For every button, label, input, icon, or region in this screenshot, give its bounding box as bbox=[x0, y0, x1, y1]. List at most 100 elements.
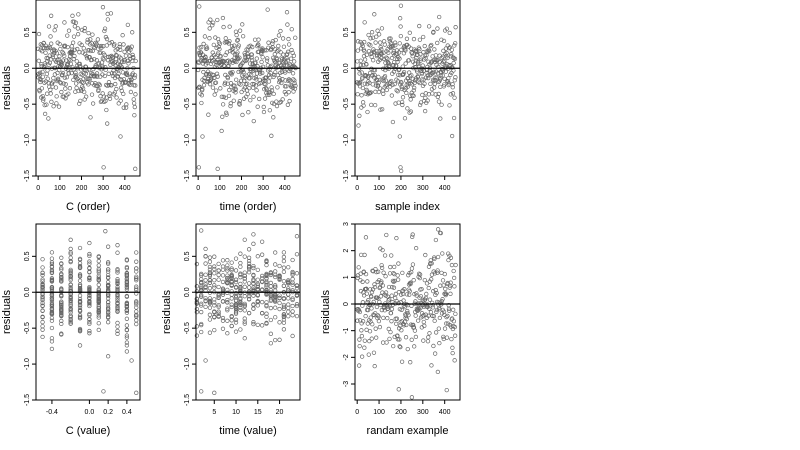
data-point bbox=[225, 273, 230, 278]
data-point bbox=[392, 334, 397, 340]
x-tick-label: 15 bbox=[254, 409, 262, 416]
data-point bbox=[432, 318, 437, 323]
data-point bbox=[414, 55, 419, 61]
data-point bbox=[194, 301, 200, 306]
y-tick-label: -2 bbox=[343, 354, 350, 360]
plot-frame bbox=[195, 223, 301, 401]
y-tick-label: -1 bbox=[343, 327, 350, 333]
data-point bbox=[421, 313, 426, 318]
data-point bbox=[225, 263, 230, 268]
data-point bbox=[444, 387, 449, 393]
data-point bbox=[391, 279, 396, 284]
data-point bbox=[242, 284, 247, 289]
data-point bbox=[435, 26, 440, 31]
data-point bbox=[397, 56, 402, 61]
data-point bbox=[422, 43, 427, 49]
data-point bbox=[399, 359, 405, 364]
data-point bbox=[283, 92, 289, 97]
data-point bbox=[360, 279, 365, 284]
data-point bbox=[290, 280, 295, 285]
data-point bbox=[225, 266, 230, 271]
data-point bbox=[444, 335, 450, 340]
data-point bbox=[390, 119, 396, 125]
data-point bbox=[237, 28, 243, 33]
data-point bbox=[92, 56, 97, 62]
data-point bbox=[216, 304, 221, 309]
data-point bbox=[360, 43, 365, 49]
data-point bbox=[229, 279, 234, 285]
data-point bbox=[124, 266, 130, 271]
data-point bbox=[274, 57, 279, 62]
data-point bbox=[68, 313, 73, 318]
data-point bbox=[199, 286, 204, 291]
data-point bbox=[123, 53, 129, 58]
data-point bbox=[272, 47, 278, 52]
data-point bbox=[49, 290, 55, 296]
data-point bbox=[238, 264, 243, 269]
data-points bbox=[355, 3, 458, 174]
data-point bbox=[411, 322, 416, 328]
data-point bbox=[109, 83, 114, 88]
data-point bbox=[238, 271, 243, 276]
data-point bbox=[220, 114, 225, 119]
data-point bbox=[286, 314, 291, 319]
data-point bbox=[261, 109, 267, 115]
data-point bbox=[242, 303, 247, 308]
data-point bbox=[421, 319, 426, 325]
data-point bbox=[116, 71, 121, 77]
data-point bbox=[72, 47, 77, 52]
y-tick-label: -1.5 bbox=[184, 170, 191, 182]
data-point bbox=[417, 23, 422, 29]
data-point bbox=[119, 65, 125, 70]
data-point bbox=[96, 302, 101, 307]
data-point bbox=[402, 287, 407, 292]
data-point bbox=[379, 55, 384, 61]
data-point bbox=[368, 315, 373, 320]
data-point bbox=[115, 324, 120, 329]
data-point bbox=[115, 286, 120, 292]
data-point bbox=[131, 55, 136, 60]
data-point bbox=[230, 69, 235, 75]
data-point bbox=[372, 282, 377, 287]
data-point bbox=[124, 264, 130, 270]
data-point bbox=[290, 276, 295, 282]
data-point bbox=[358, 62, 364, 68]
data-point bbox=[371, 350, 377, 355]
data-point bbox=[87, 251, 92, 257]
data-point bbox=[396, 301, 401, 306]
data-point bbox=[443, 52, 448, 57]
data-point bbox=[212, 297, 217, 302]
data-point bbox=[231, 98, 236, 103]
data-point bbox=[194, 299, 200, 304]
data-point bbox=[355, 92, 360, 97]
data-point bbox=[367, 70, 373, 76]
data-point bbox=[90, 101, 96, 106]
data-point bbox=[389, 293, 394, 298]
data-point bbox=[429, 42, 434, 48]
x-axis-label: C (order) bbox=[66, 201, 110, 213]
data-point bbox=[233, 277, 239, 282]
data-point bbox=[78, 98, 83, 104]
data-point bbox=[260, 55, 265, 60]
data-point bbox=[268, 270, 274, 275]
data-point bbox=[286, 281, 291, 286]
data-point bbox=[422, 323, 427, 328]
data-point bbox=[281, 314, 287, 320]
data-point bbox=[115, 74, 121, 79]
data-point bbox=[365, 81, 370, 87]
data-point bbox=[431, 289, 436, 294]
data-point bbox=[230, 46, 236, 51]
data-point bbox=[277, 320, 282, 325]
data-point bbox=[427, 48, 432, 54]
data-point bbox=[105, 275, 111, 281]
data-point bbox=[124, 258, 130, 263]
data-point bbox=[46, 116, 51, 121]
data-point bbox=[236, 43, 241, 48]
data-point bbox=[199, 329, 204, 335]
data-point bbox=[115, 267, 120, 272]
data-point bbox=[77, 245, 83, 251]
data-point bbox=[448, 280, 453, 285]
data-point bbox=[115, 277, 120, 282]
data-point bbox=[380, 290, 385, 295]
data-point bbox=[77, 327, 83, 333]
